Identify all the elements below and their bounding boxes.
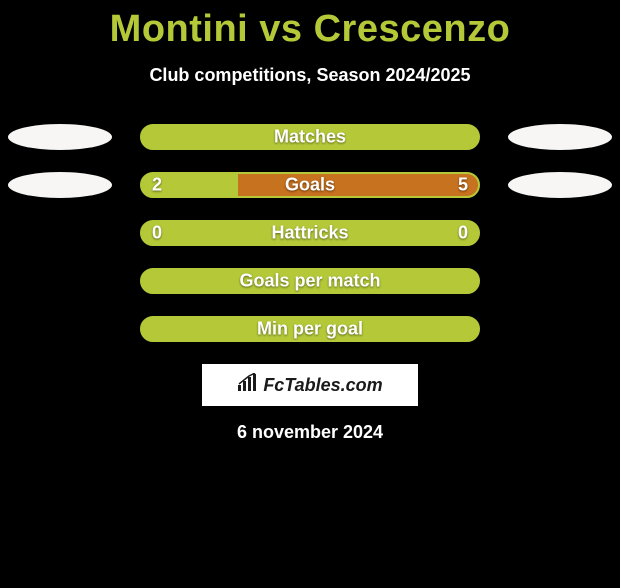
bar-chart-icon [237,373,259,398]
stat-value-left: 0 [152,223,162,244]
stat-bar: Matches [140,124,480,150]
subtitle: Club competitions, Season 2024/2025 [0,65,620,86]
logo-text: FcTables.com [263,375,382,396]
player-right-ellipse [508,172,612,198]
comparison-rows: Matches Goals25 Hattricks0 0 Goals per match… [0,124,620,342]
stat-label: Min per goal [142,319,478,340]
player-left-ellipse [8,124,112,150]
stat-label: Goals per match [142,271,478,292]
stat-bar: Goals25 [140,172,480,198]
player-right-ellipse [508,124,612,150]
logo-box: FcTables.com [202,364,418,406]
comparison-row: Min per goal [0,316,620,342]
comparison-row: Hattricks0 0 [0,220,620,246]
comparison-row: Goals25 [0,172,620,198]
stat-label: Hattricks [142,223,478,244]
stat-bar: Hattricks0 0 [140,220,480,246]
date-text: 6 november 2024 [0,422,620,443]
stat-label: Matches [142,127,478,148]
stat-bar: Goals per match [140,268,480,294]
bar-left-fill [142,174,238,196]
bar-right-fill [238,174,478,196]
comparison-row: Matches [0,124,620,150]
stat-bar: Min per goal [140,316,480,342]
stat-value-right: 0 [458,223,468,244]
player-left-ellipse [8,172,112,198]
page-title: Montini vs Crescenzo [0,8,620,51]
comparison-row: Goals per match [0,268,620,294]
